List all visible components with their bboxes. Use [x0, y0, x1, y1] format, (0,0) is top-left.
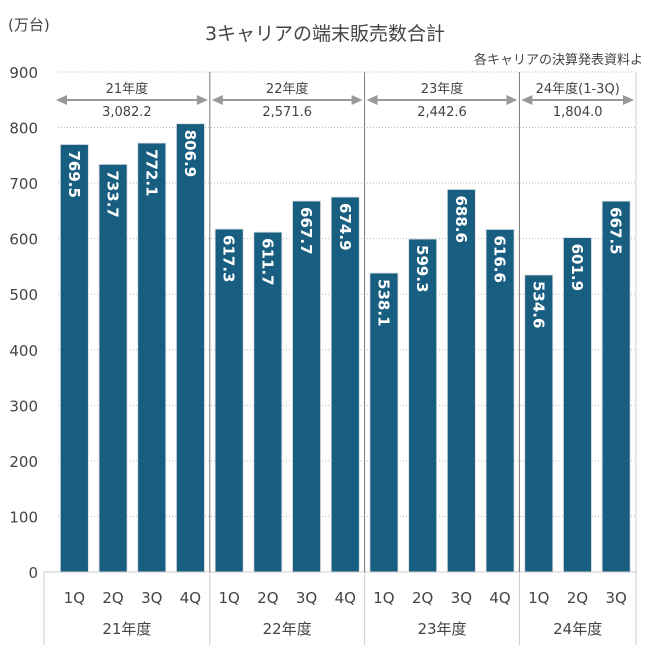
bar	[524, 274, 554, 573]
x-tick-label: 3Q	[451, 589, 472, 607]
group-total-label: 2,571.6	[262, 105, 312, 120]
x-tick-label: 4Q	[180, 589, 201, 607]
group-span-label: 23年度	[421, 81, 464, 97]
y-tick-label: 200	[9, 453, 38, 471]
y-tick-label: 0	[28, 564, 38, 582]
x-tick-label: 4Q	[489, 589, 510, 607]
x-tick-label: 2Q	[567, 589, 588, 607]
group-label: 21年度	[102, 620, 151, 638]
group-label: 24年度	[553, 620, 602, 638]
y-tick-label: 100	[9, 508, 38, 526]
bar	[253, 231, 283, 573]
arrow-left-icon	[366, 95, 378, 105]
arrow-right-icon	[623, 95, 634, 105]
bar-value-label: 772.1	[142, 149, 160, 196]
bar-value-label: 667.5	[607, 207, 625, 254]
x-tick-label: 4Q	[335, 589, 356, 607]
bar	[292, 200, 321, 573]
bar-value-label: 611.7	[258, 238, 276, 285]
bar-value-label: 806.9	[181, 130, 199, 177]
arrow-left-icon	[521, 95, 533, 105]
x-tick-label: 3Q	[605, 589, 626, 607]
bar	[98, 163, 128, 573]
y-tick-label: 500	[9, 286, 38, 304]
group-label: 23年度	[417, 620, 466, 638]
x-tick-label: 1Q	[64, 589, 85, 607]
y-tick-label: 700	[9, 175, 38, 193]
bar	[563, 237, 592, 573]
arrow-right-icon	[506, 95, 518, 105]
y-tick-label: 300	[9, 397, 38, 415]
bar	[601, 200, 631, 573]
bar	[330, 196, 360, 573]
group-total-label: 1,804.0	[553, 105, 603, 120]
bar	[446, 189, 476, 573]
x-tick-label: 1Q	[218, 589, 239, 607]
arrow-left-icon	[211, 95, 223, 105]
bar-value-label: 688.6	[452, 195, 470, 242]
x-tick-label: 2Q	[412, 589, 433, 607]
group-span-label: 24年度(1-3Q)	[536, 81, 620, 97]
bar-value-label: 601.9	[568, 244, 586, 291]
bar-value-label: 538.1	[374, 279, 392, 326]
bar-value-label: 534.6	[529, 281, 547, 328]
bar-value-label: 769.5	[65, 151, 83, 198]
x-tick-label: 1Q	[528, 589, 549, 607]
bar	[408, 238, 438, 573]
group-total-label: 2,442.6	[417, 105, 467, 120]
y-tick-label: 600	[9, 231, 38, 249]
bar	[369, 272, 399, 573]
y-tick-label: 800	[9, 120, 38, 138]
chart-title: 3キャリアの端末販売数合計	[205, 23, 445, 45]
x-tick-label: 3Q	[141, 589, 162, 607]
x-tick-label: 3Q	[296, 589, 317, 607]
arrow-right-icon	[351, 95, 363, 105]
y-axis-unit-label: (万台)	[8, 16, 50, 34]
x-tick-label: 2Q	[102, 589, 123, 607]
x-tick-label: 1Q	[373, 589, 394, 607]
arrow-right-icon	[196, 95, 208, 105]
group-span-label: 21年度	[106, 81, 149, 97]
bar	[485, 229, 515, 573]
bar-value-label: 617.3	[220, 235, 238, 282]
arrow-left-icon	[56, 95, 67, 105]
x-tick-label: 2Q	[257, 589, 278, 607]
bar	[59, 144, 89, 573]
bar	[137, 142, 167, 573]
bar	[176, 123, 205, 573]
bar-value-label: 616.6	[491, 235, 509, 282]
bar-value-label: 733.7	[104, 170, 122, 217]
group-label: 22年度	[263, 620, 312, 638]
bar-value-label: 599.3	[413, 245, 431, 292]
group-total-label: 3,082.2	[102, 105, 152, 120]
bar-value-label: 674.9	[336, 203, 354, 250]
group-span-label: 22年度	[266, 81, 309, 97]
source-note: 各キャリアの決算発表資料よ	[474, 52, 643, 68]
y-tick-label: 400	[9, 342, 38, 360]
y-tick-label: 900	[9, 64, 38, 82]
bar-value-label: 667.7	[297, 207, 315, 254]
